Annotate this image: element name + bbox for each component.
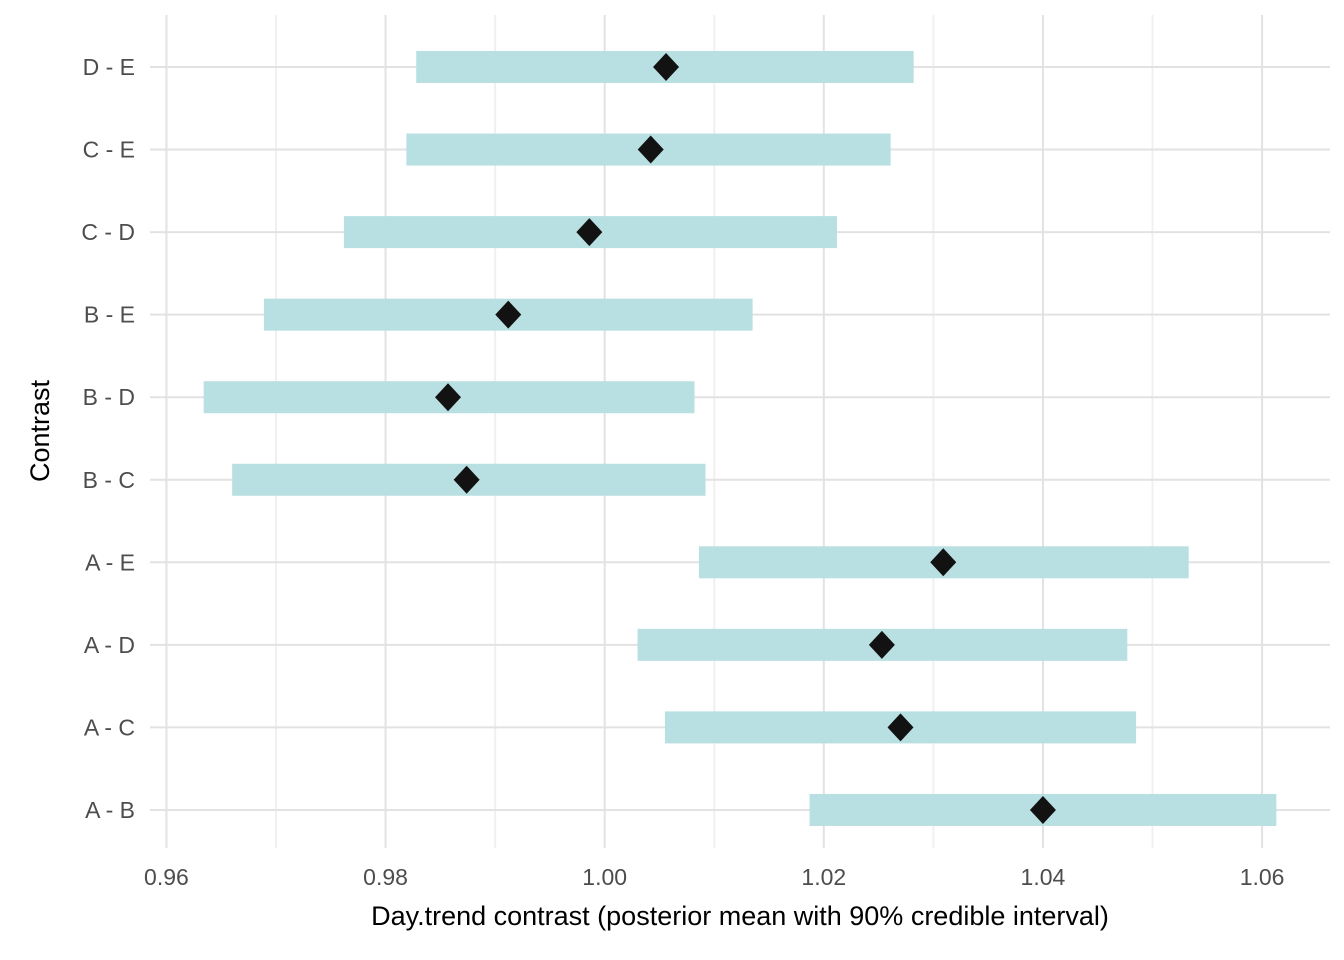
posterior-mean-diamond bbox=[653, 53, 680, 81]
x-tick-label: 1.00 bbox=[582, 864, 627, 890]
posterior-mean-diamond bbox=[435, 383, 462, 412]
posterior-mean-points bbox=[435, 53, 1056, 824]
posterior-mean-diamond bbox=[495, 300, 522, 329]
y-tick-label: A - E bbox=[85, 549, 135, 575]
y-tick-label: B - E bbox=[84, 302, 135, 328]
x-tick-label: 0.96 bbox=[144, 864, 189, 890]
posterior-mean-diamond bbox=[1029, 795, 1056, 824]
y-axis-tick-labels: D - E C - E C - D B - E B - D B - C A - E A - D… bbox=[81, 54, 135, 823]
x-axis-title: Day.trend contrast (posterior mean with … bbox=[371, 901, 1109, 931]
x-tick-label: 0.98 bbox=[363, 864, 408, 890]
y-tick-label: A - C bbox=[84, 714, 135, 740]
posterior-mean-diamond bbox=[868, 630, 895, 659]
y-tick-label: B - C bbox=[83, 467, 135, 493]
y-tick-label: D - E bbox=[83, 54, 135, 80]
x-tick-label: 1.02 bbox=[801, 864, 846, 890]
x-tick-label: 1.06 bbox=[1240, 864, 1285, 890]
y-tick-label: A - D bbox=[84, 632, 135, 658]
y-tick-label: B - D bbox=[83, 384, 135, 410]
posterior-mean-diamond bbox=[453, 465, 480, 494]
posterior-mean-diamond bbox=[930, 548, 957, 577]
posterior-mean-diamond bbox=[576, 218, 603, 247]
x-tick-label: 1.04 bbox=[1021, 864, 1066, 890]
posterior-mean-diamond bbox=[887, 713, 914, 742]
posterior-mean-diamond bbox=[637, 135, 664, 164]
credible-interval-bars bbox=[203, 51, 1277, 826]
y-axis-title: Contrast bbox=[25, 379, 55, 482]
y-tick-label: C - E bbox=[83, 137, 135, 163]
y-tick-label: A - B bbox=[85, 797, 135, 823]
y-tick-label: C - D bbox=[81, 219, 135, 245]
x-axis-tick-labels: 0.96 0.98 1.00 1.02 1.04 1.06 bbox=[144, 864, 1284, 890]
